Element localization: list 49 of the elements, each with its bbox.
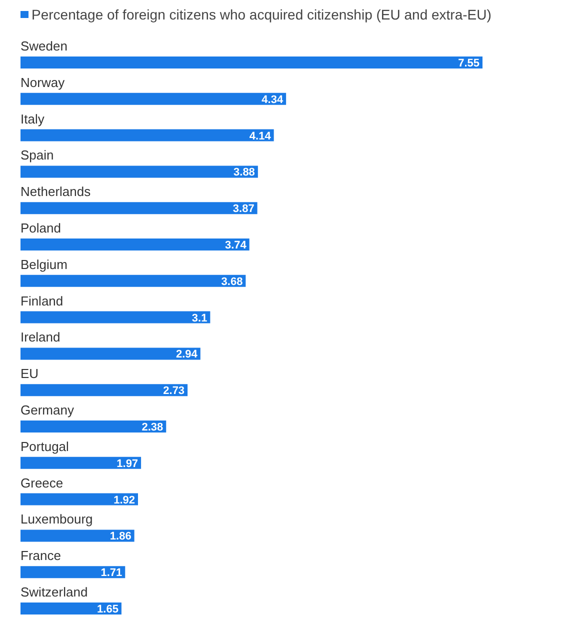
legend-label: Percentage of foreign citizens who acquired citizenship (EU and extra-EU) xyxy=(32,6,492,22)
bar xyxy=(20,92,286,105)
data-label: 4.14 xyxy=(249,130,272,142)
bar xyxy=(20,530,134,542)
bar xyxy=(20,311,210,324)
y-tick-label: Sweden xyxy=(20,38,68,54)
bar xyxy=(20,238,250,250)
y-tick-label: Portugal xyxy=(20,438,70,454)
data-label: 1.65 xyxy=(97,604,118,616)
y-tick-label: Ireland xyxy=(20,330,60,345)
data-label: 2.73 xyxy=(163,385,185,398)
bar xyxy=(20,493,138,506)
data-label: 7.55 xyxy=(458,58,480,70)
bar xyxy=(20,420,166,432)
y-tick-label: Luxembourg xyxy=(20,512,93,527)
bar xyxy=(20,274,246,287)
bar xyxy=(20,566,126,578)
data-label: 2.94 xyxy=(176,348,198,361)
data-label: 3.87 xyxy=(232,203,254,216)
bar xyxy=(20,202,258,214)
y-tick-label: Finland xyxy=(20,293,64,308)
data-label: 1.97 xyxy=(116,458,138,470)
data-label: 1.92 xyxy=(114,494,135,506)
y-tick-label: Germany xyxy=(20,402,74,418)
bar xyxy=(20,384,188,396)
y-tick-label: Switzerland xyxy=(20,584,88,600)
bar xyxy=(20,602,122,614)
y-tick-label: Norway xyxy=(20,74,66,90)
data-label: 3.68 xyxy=(221,276,243,288)
y-tick-label: Netherlands xyxy=(20,184,92,200)
bar xyxy=(20,456,142,469)
y-tick-label: Poland xyxy=(20,220,61,236)
y-tick-label: France xyxy=(20,548,61,564)
data-label: 3.88 xyxy=(234,166,255,179)
y-tick-label: Spain xyxy=(20,148,54,163)
y-tick-label: Belgium xyxy=(20,256,68,272)
data-label: 2.38 xyxy=(142,422,164,434)
data-label: 3.1 xyxy=(192,312,208,324)
data-label: 1.86 xyxy=(110,530,132,543)
bar xyxy=(20,166,258,178)
data-label: 3.74 xyxy=(224,240,248,252)
y-tick-label: Greece xyxy=(20,475,64,490)
data-label: 1.71 xyxy=(100,567,122,580)
y-tick-label: EU xyxy=(20,366,39,382)
y-tick-label: Italy xyxy=(20,111,45,126)
data-label: 4.34 xyxy=(262,94,284,106)
bar xyxy=(20,129,274,142)
bar xyxy=(20,56,482,68)
bar xyxy=(20,348,200,360)
